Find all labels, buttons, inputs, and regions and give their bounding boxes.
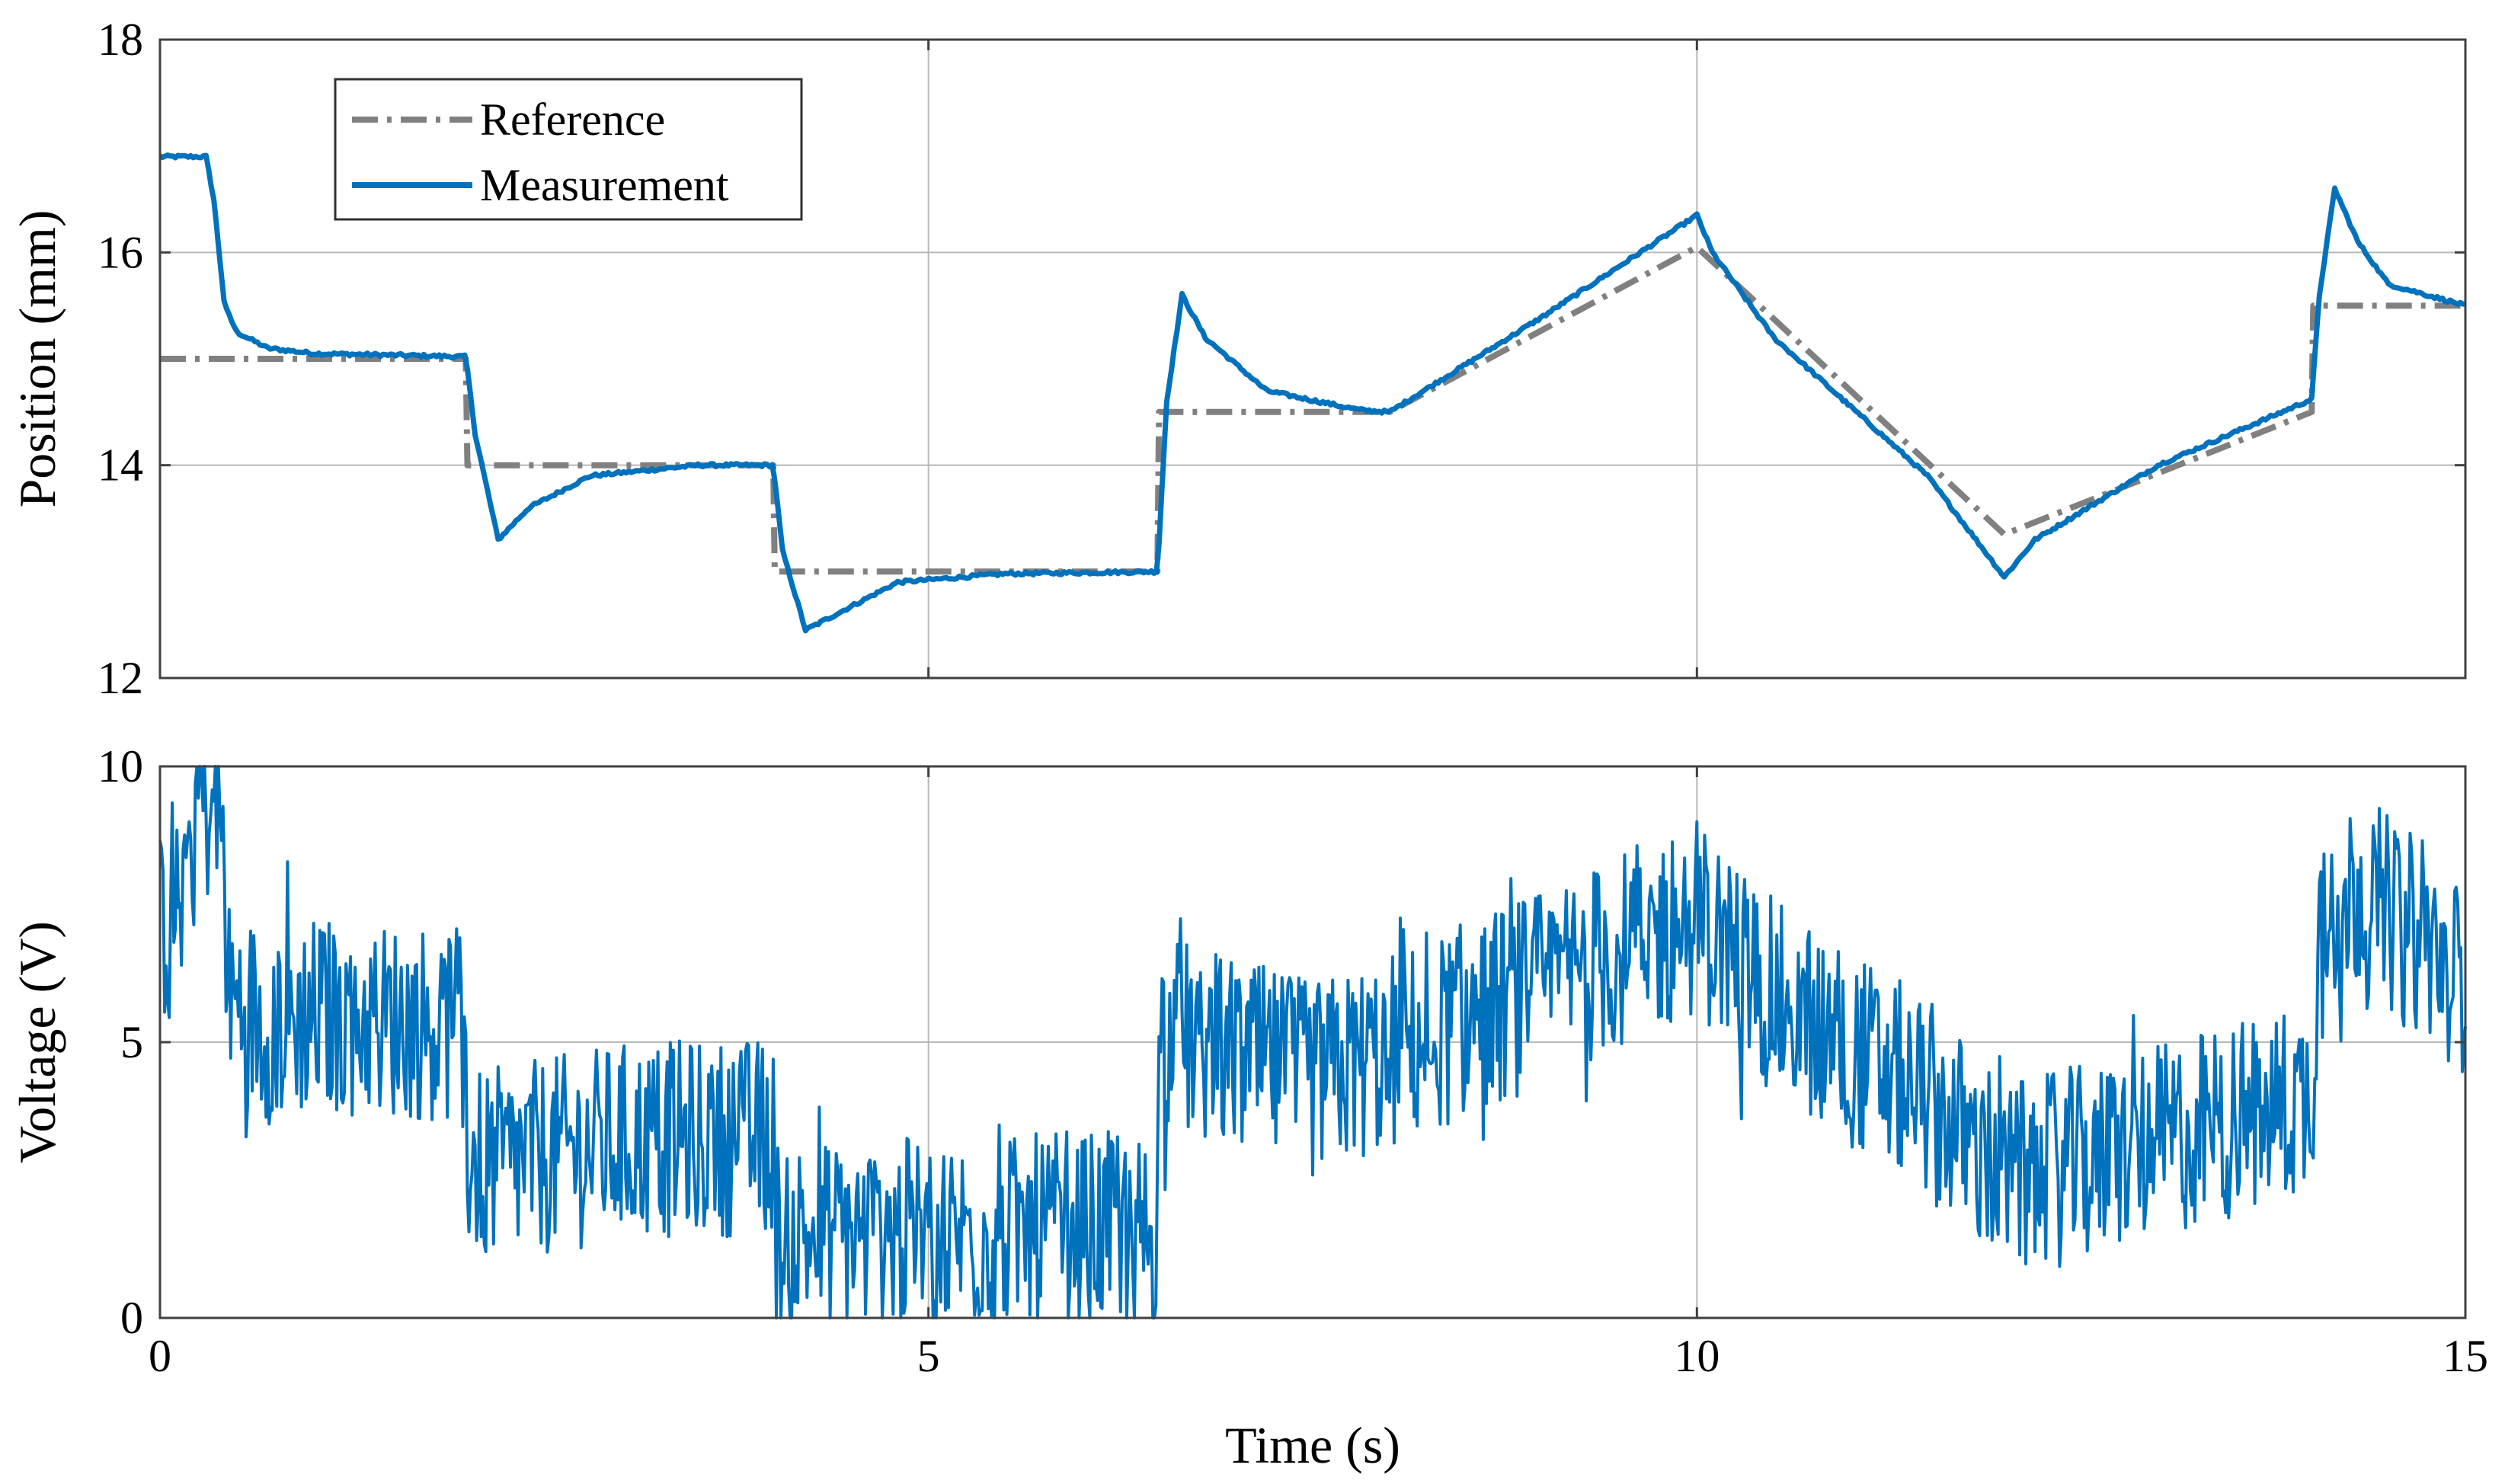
legend-measurement-label: Measurement [480, 160, 729, 210]
position-y-tick-label: 14 [98, 440, 143, 491]
legend-box [334, 78, 803, 221]
position-ticks: 12 14 16 18 [98, 14, 2467, 703]
voltage-x-tick-label: 10 [1674, 1331, 1720, 1381]
voltage-y-tick-label: 10 [98, 741, 143, 792]
voltage-plot: 0 5 10 15 0 5 10 Voltage (V) Time (s) [8, 741, 2488, 1474]
voltage-y-tick-label: 5 [120, 1017, 143, 1067]
position-plot: 12 14 16 18 Position (mm) Reference Measure… [8, 14, 2467, 703]
position-series [158, 152, 2466, 634]
voltage-y-axis-label: Voltage (V) [8, 921, 66, 1163]
voltage-series [158, 765, 2467, 1319]
position-y-tick-label: 16 [98, 227, 143, 277]
voltage-ticks: 0 5 10 15 0 5 10 [98, 741, 2488, 1381]
voltage-voltage-line [158, 765, 2467, 1319]
position-y-tick-label: 12 [98, 653, 143, 703]
position-reference-line [160, 244, 2465, 575]
voltage-x-tick-label: 15 [2443, 1331, 2488, 1381]
time-x-axis-label: Time (s) [1225, 1416, 1400, 1474]
legend-reference-label: Reference [480, 94, 665, 145]
voltage-y-tick-label: 0 [120, 1293, 143, 1343]
legend: Reference Measurement [334, 78, 803, 221]
voltage-x-tick-label: 0 [149, 1331, 171, 1381]
position-measurement-line [158, 152, 2466, 634]
voltage-x-tick-label: 5 [917, 1331, 940, 1381]
position-y-tick-label: 18 [98, 14, 143, 65]
position-y-axis-label: Position (mm) [8, 209, 66, 507]
position-axes-frame [158, 38, 2467, 680]
